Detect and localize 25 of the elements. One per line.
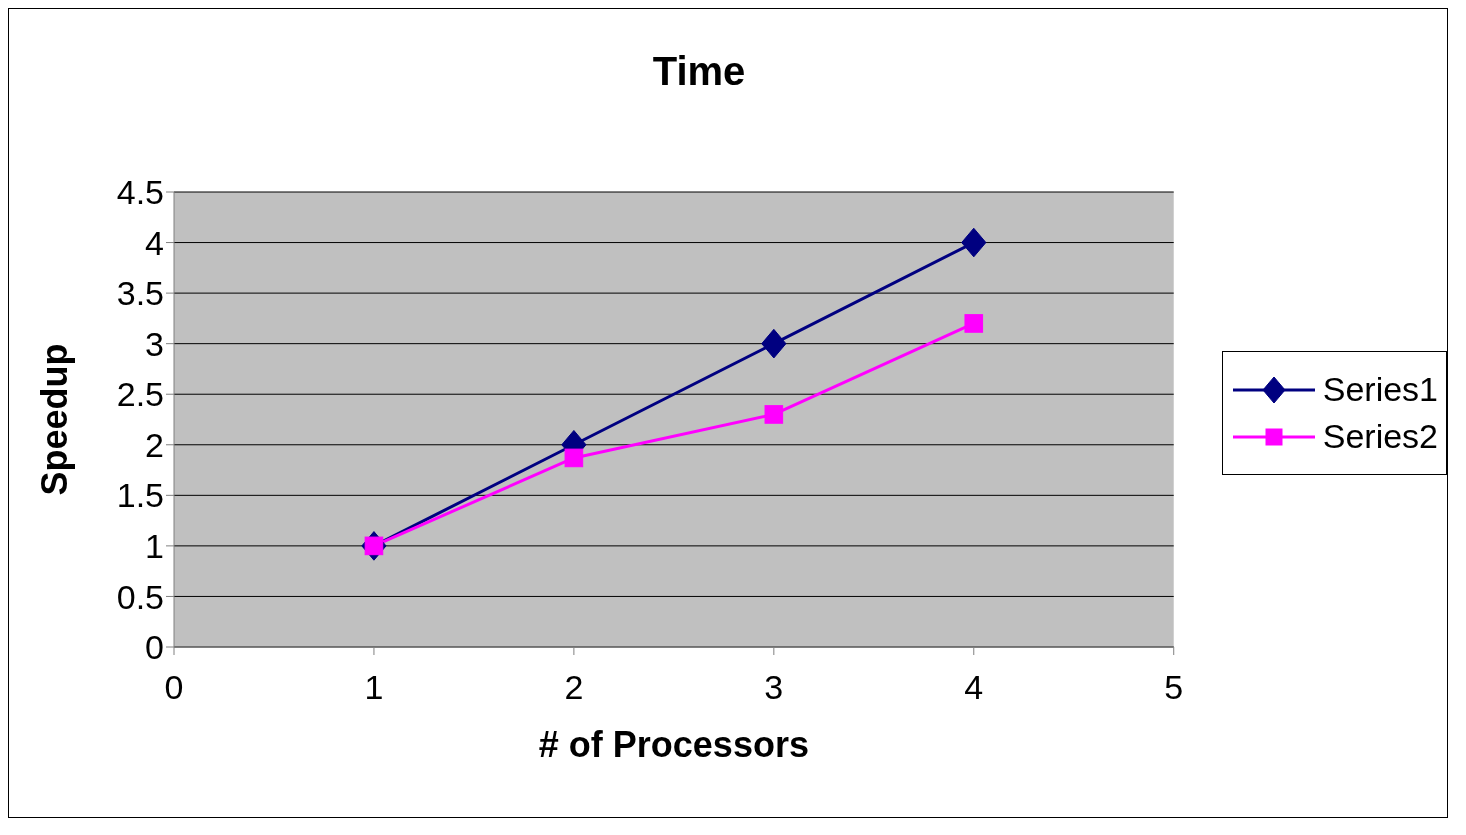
x-tick-label: 2 bbox=[564, 668, 584, 707]
point bbox=[564, 448, 584, 468]
point bbox=[964, 314, 984, 333]
legend-label: Series1 bbox=[1322, 370, 1438, 409]
x-tick-label: 5 bbox=[1164, 668, 1184, 707]
y-tick-label: 3.5 bbox=[116, 274, 164, 313]
x-tick-label: 3 bbox=[764, 668, 784, 707]
y-tick-label: 3 bbox=[145, 324, 164, 363]
legend-label: Series2 bbox=[1322, 417, 1438, 456]
point bbox=[761, 328, 787, 359]
y-tick-label: 2 bbox=[145, 425, 164, 464]
x-tick-label: 4 bbox=[964, 668, 984, 707]
y-tick-label: 1.5 bbox=[116, 476, 164, 515]
y-tick-label: 0 bbox=[145, 628, 164, 667]
y-tick-label: 4 bbox=[145, 223, 164, 262]
y-tick-label: 2.5 bbox=[116, 375, 164, 414]
x-tick-label: 1 bbox=[364, 668, 384, 707]
y-tick-label: 0.5 bbox=[116, 577, 164, 616]
y-tick-label: 1 bbox=[145, 526, 164, 565]
y-tick-label: 4.5 bbox=[116, 173, 164, 212]
point bbox=[961, 227, 987, 258]
x-axis-title: # of Processors bbox=[538, 724, 809, 765]
chart-title: Time bbox=[651, 49, 747, 94]
point bbox=[764, 405, 784, 424]
y-axis-title: Speedup bbox=[33, 343, 75, 496]
